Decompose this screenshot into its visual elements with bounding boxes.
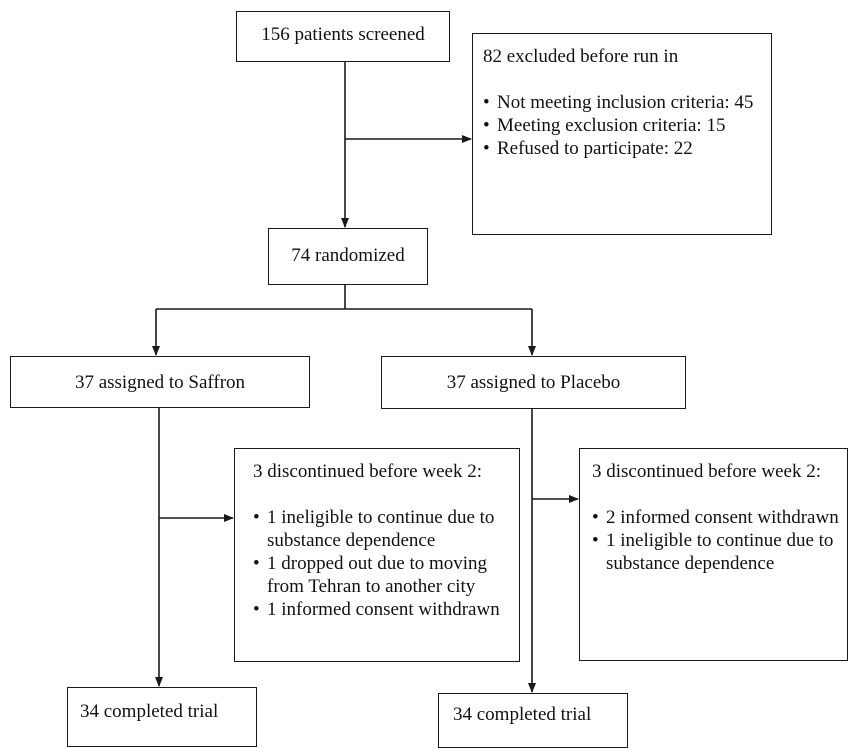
excluded-box: 82 excluded before run in Not meeting in…	[472, 33, 772, 235]
list-item: 1 informed consent withdrawn	[253, 598, 513, 621]
list-item: 1 ineligible to continue due to substanc…	[592, 529, 843, 575]
saffron-discontinued-box: 3 discontinued before week 2: 1 ineligib…	[234, 448, 520, 662]
list-item: Refused to participate: 22	[483, 137, 763, 160]
saffron-discontinued-title: 3 discontinued before week 2:	[253, 461, 482, 482]
placebo-discontinued-title: 3 discontinued before week 2:	[592, 461, 821, 482]
placebo-assigned-box: 37 assigned to Placebo	[381, 356, 686, 409]
placebo-completed-label: 34 completed trial	[453, 704, 592, 725]
list-item: Not meeting inclusion criteria: 45	[483, 91, 763, 114]
randomized-box: 74 randomized	[268, 228, 428, 285]
placebo-discontinued-list: 2 informed consent withdrawn 1 ineligibl…	[592, 506, 843, 575]
saffron-discontinued-list: 1 ineligible to continue due to substanc…	[253, 506, 513, 621]
placebo-discontinued-box: 3 discontinued before week 2: 2 informed…	[579, 448, 848, 661]
placebo-completed-box: 34 completed trial	[438, 693, 628, 748]
flow-connectors	[152, 61, 579, 693]
excluded-title: 82 excluded before run in	[483, 46, 679, 67]
list-item: 2 informed consent withdrawn	[592, 506, 843, 529]
saffron-completed-label: 34 completed trial	[80, 701, 219, 722]
list-item: Meeting exclusion criteria: 15	[483, 114, 763, 137]
saffron-completed-box: 34 completed trial	[67, 687, 257, 747]
screened-box: 156 patients screened	[236, 11, 450, 62]
placebo-assigned-label: 37 assigned to Placebo	[446, 372, 621, 393]
excluded-reasons-list: Not meeting inclusion criteria: 45 Meeti…	[483, 91, 763, 160]
list-item: 1 dropped out due to moving from Tehran …	[253, 552, 513, 598]
saffron-assigned-label: 37 assigned to Saffron	[74, 372, 246, 393]
list-item: 1 ineligible to continue due to substanc…	[253, 506, 513, 552]
saffron-assigned-box: 37 assigned to Saffron	[10, 356, 310, 408]
randomized-label: 74 randomized	[291, 245, 405, 266]
consort-flow-diagram: 156 patients screened 82 excluded before…	[0, 0, 856, 731]
screened-label: 156 patients screened	[261, 24, 425, 45]
